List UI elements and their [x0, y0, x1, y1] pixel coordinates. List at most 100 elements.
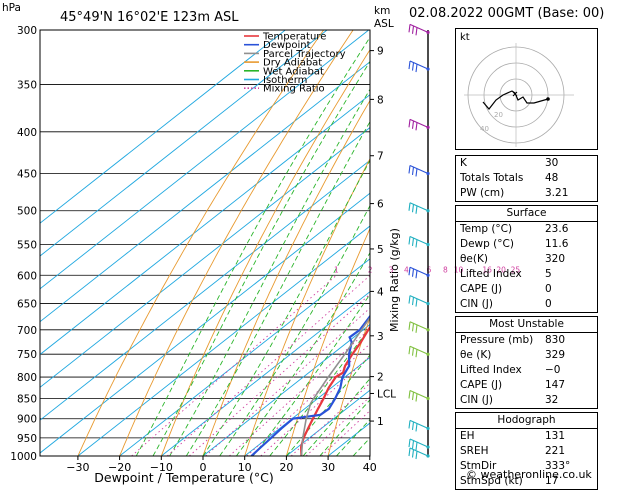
mu-key: CAPE (J) [460, 378, 502, 393]
index-key: Totals Totals [460, 171, 523, 186]
wind-barb [409, 390, 430, 401]
mu-row: CAPE (J)147 [456, 378, 597, 393]
wind-barb-flag [416, 393, 417, 401]
surface-value: 0 [545, 297, 593, 312]
unit-hpa-label: hPa [2, 2, 21, 14]
wind-barb-flag [409, 236, 410, 244]
index-row-pw: PW (cm) 3.21 [456, 186, 597, 201]
surface-key: Temp (°C) [460, 222, 512, 237]
wind-barb-flag [409, 322, 410, 330]
copyright-footer: © weatheronline.co.uk [466, 468, 592, 481]
wind-barb-flag [409, 203, 410, 211]
wind-barb-dot [426, 328, 429, 331]
wind-barb-flag [416, 122, 417, 130]
wind-barb-flag [416, 27, 417, 35]
surface-key: CIN (J) [460, 297, 493, 312]
wind-barb-flag [409, 24, 410, 32]
unit-asl-label: ASL [374, 18, 394, 30]
wind-barb [409, 119, 430, 130]
hodo-key: EH [460, 429, 475, 444]
hodo-key: SREH [460, 444, 489, 459]
hodo-value: 221 [545, 444, 593, 459]
index-value: 48 [545, 171, 593, 186]
wind-barb [409, 420, 430, 431]
mu-row: CIN (J)32 [456, 393, 597, 408]
pressure-tick-label: 350 [17, 80, 37, 92]
wind-barb-dot [426, 126, 429, 129]
hodograph-ring-label-20: 20 [494, 111, 503, 119]
wind-barb-flag [409, 346, 410, 354]
hodograph-panel: kt 20 40 [455, 28, 598, 150]
pressure-tick-label: 650 [17, 299, 37, 311]
pressure-tick-label: 800 [17, 372, 37, 384]
wind-barb-flag [416, 64, 417, 72]
surface-panel: Surface Temp (°C)23.6 Dewp (°C)11.6 θe(K… [455, 205, 598, 313]
surface-value: 23.6 [545, 222, 593, 237]
km-tick-label: 3 [377, 331, 384, 343]
mu-row: Lifted Index−0 [456, 363, 597, 378]
wind-barb-dot [426, 31, 429, 34]
km-tick-label: 6 [377, 199, 384, 211]
hodograph: kt 20 40 [456, 29, 597, 149]
wind-barb-dot [426, 397, 429, 400]
axes: 3003504004505005506006507007508008509009… [10, 25, 396, 474]
unit-km-label: km [374, 5, 390, 17]
wind-barb-flag [413, 441, 414, 449]
wind-barb-flag [416, 239, 417, 247]
mixing-ratio-label: 1 [334, 265, 339, 274]
wind-barb-flag [413, 392, 414, 400]
wind-barb-dot [426, 302, 429, 305]
wind-barb-flag [409, 420, 410, 428]
wind-barb-flag [409, 61, 410, 69]
wind-barb-dot [426, 427, 429, 430]
hodo-row: SREH 221 [456, 444, 597, 459]
index-key: PW (cm) [460, 186, 504, 201]
wind-barb-flag [409, 448, 410, 456]
wind-barb [409, 236, 430, 247]
surface-value: 320 [545, 252, 593, 267]
wind-barb-flag [416, 349, 417, 357]
wind-barb-flag [413, 167, 414, 175]
hodo-value: 131 [545, 429, 593, 444]
wind-barb-flag [416, 325, 417, 333]
km-tick-label: 8 [377, 94, 384, 106]
temp-tick-label: 40 [363, 461, 377, 474]
wind-barb-flag [416, 299, 417, 307]
mu-value: 329 [545, 348, 593, 363]
wind-barb-flag [416, 442, 417, 450]
surface-row: CIN (J) 0 [456, 297, 597, 312]
surface-value: 11.6 [545, 237, 593, 252]
wind-barb-flag [413, 204, 414, 212]
wind-barb-flag [409, 296, 410, 304]
legend-entry: Mixing Ratio [263, 84, 325, 95]
wind-barb-dot [426, 243, 429, 246]
mixing-ratio-label: 4 [404, 265, 409, 274]
wind-barb [409, 61, 430, 72]
wind-barb-flag [409, 119, 410, 127]
km-tick-label: 9 [377, 46, 384, 58]
index-value: 3.21 [545, 186, 593, 201]
mu-key: Pressure (mb) [460, 333, 533, 348]
surface-key: Dewp (°C) [460, 237, 514, 252]
mu-row: θe (K)329 [456, 348, 597, 363]
pressure-tick-label: 700 [17, 325, 37, 337]
wind-barb-dot [426, 172, 429, 175]
mu-value: 830 [545, 333, 593, 348]
hodo-row: EH 131 [456, 429, 597, 444]
temp-tick-label: 30 [321, 461, 335, 474]
temp-tick-label: 20 [279, 461, 293, 474]
pressure-tick-label: 600 [17, 270, 37, 282]
wind-barb-dot [426, 454, 429, 457]
wind-barb-dot [426, 209, 429, 212]
km-tick-label: 5 [377, 244, 384, 256]
hodograph-ring-label-40: 40 [480, 125, 489, 133]
surface-key: θe(K) [460, 252, 488, 267]
wind-barb-flag [416, 206, 417, 214]
pressure-tick-label: 400 [17, 127, 37, 139]
mixing-ratio-line [206, 275, 407, 456]
wind-barb-dot [426, 67, 429, 70]
wind-barb [409, 203, 430, 214]
location-label: 45°49'N 16°02'E 123m ASL [60, 10, 239, 25]
